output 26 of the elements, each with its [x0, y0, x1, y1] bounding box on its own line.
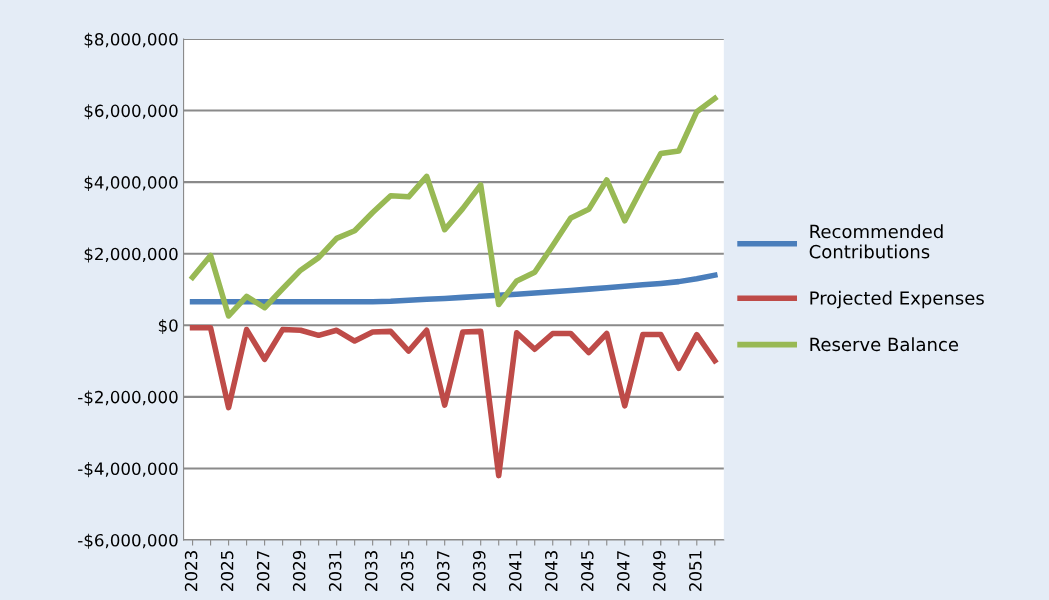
x-tick-label: 2033	[364, 551, 378, 591]
y-tick-label: -$2,000,000	[78, 390, 178, 406]
x-tick-label: 2043	[544, 551, 558, 591]
y-tick-label: -$4,000,000	[78, 462, 178, 478]
y-tick-label: $8,000,000	[84, 32, 178, 48]
y-tick-label: $4,000,000	[84, 175, 178, 191]
x-tick-label: 2035	[400, 551, 414, 591]
x-tick-label: 2025	[220, 551, 234, 591]
x-tick-label: 2041	[508, 551, 522, 591]
x-tick-label: 2051	[689, 551, 702, 591]
x-tick-label: 2039	[472, 550, 486, 591]
x-tick-label: 2045	[580, 551, 594, 591]
legend-label: Recommended Contributions	[809, 224, 943, 259]
y-tick-label: -$6,000,000	[78, 533, 178, 549]
x-tick-label: 2037	[436, 551, 450, 591]
x-tick-label: 2047	[617, 551, 630, 591]
y-tick-label: $2,000,000	[84, 247, 178, 263]
y-tick-label: $6,000,000	[84, 104, 178, 120]
x-tick-label: 2027	[256, 551, 270, 591]
y-tick-label: $0	[158, 318, 178, 335]
x-tick-label: 2031	[328, 551, 342, 591]
x-tick-label: 2029	[292, 550, 306, 591]
x-tick-label: 2023	[184, 551, 198, 591]
legend-label: Reserve Balance	[810, 337, 959, 352]
legend-label: Projected Expenses	[810, 290, 984, 309]
x-tick-label: 2049	[653, 550, 666, 591]
